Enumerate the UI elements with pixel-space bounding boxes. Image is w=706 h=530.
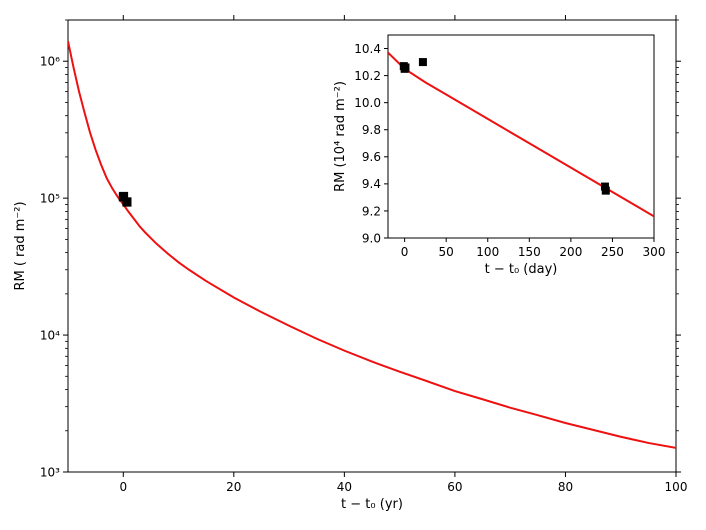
main-x-axis-label: t − t₀ (yr) <box>341 497 403 512</box>
main-x-tick-label: 0 <box>119 480 127 494</box>
main-y-tick-label: 10⁴ <box>40 328 60 342</box>
main-x-tick-label: 20 <box>226 480 241 494</box>
inset-x-tick-label: 150 <box>518 245 541 259</box>
inset-data-point <box>601 186 610 195</box>
main-x-tick-label: 80 <box>558 480 573 494</box>
inset-x-tick-label: 50 <box>439 245 454 259</box>
main-y-axis-label: RM ( rad m⁻²) <box>13 201 28 290</box>
inset-y-tick-label: 9.2 <box>362 204 381 218</box>
inset-y-tick-label: 9.4 <box>362 177 381 191</box>
inset-x-tick-label: 200 <box>559 245 582 259</box>
inset-y-axis-label: RM (10⁴ rad m⁻²) <box>333 81 348 192</box>
inset-y-tick-label: 9.8 <box>362 123 381 137</box>
inset-x-tick-label: 250 <box>601 245 624 259</box>
main-x-tick-label: 40 <box>337 480 352 494</box>
inset-y-tick-label: 9.0 <box>362 231 381 245</box>
inset-plot-frame <box>387 34 655 239</box>
inset-x-axis-label: t − t₀ (day) <box>485 262 558 277</box>
inset-chart: 0 50 100 150 200 250 300 9.0 9.2 9.4 9.6 9.8 10.0 10.… <box>333 34 666 277</box>
inset-x-tick-label: 300 <box>643 245 666 259</box>
inset-x-tick-label: 100 <box>476 245 499 259</box>
inset-data-point <box>418 58 427 67</box>
main-data-point <box>119 191 129 201</box>
inset-y-tick-label: 10.0 <box>354 96 381 110</box>
inset-x-tick-label: 0 <box>401 245 409 259</box>
main-y-tick-label: 10⁵ <box>40 191 60 205</box>
inset-y-tick-label: 9.6 <box>362 150 381 164</box>
main-y-tick-label: 10⁶ <box>40 55 60 69</box>
main-x-tick-label: 60 <box>447 480 462 494</box>
main-model-curve <box>68 41 676 449</box>
inset-y-tick-label: 10.4 <box>354 42 381 56</box>
main-x-tick-label: 100 <box>665 480 688 494</box>
inset-y-tick-label: 10.2 <box>354 69 381 83</box>
inset-model-curve <box>388 51 654 218</box>
inset-data-point <box>401 63 410 72</box>
inset-data-point <box>600 182 609 191</box>
main-data-point <box>122 197 132 207</box>
main-y-tick-label: 10³ <box>40 465 60 479</box>
